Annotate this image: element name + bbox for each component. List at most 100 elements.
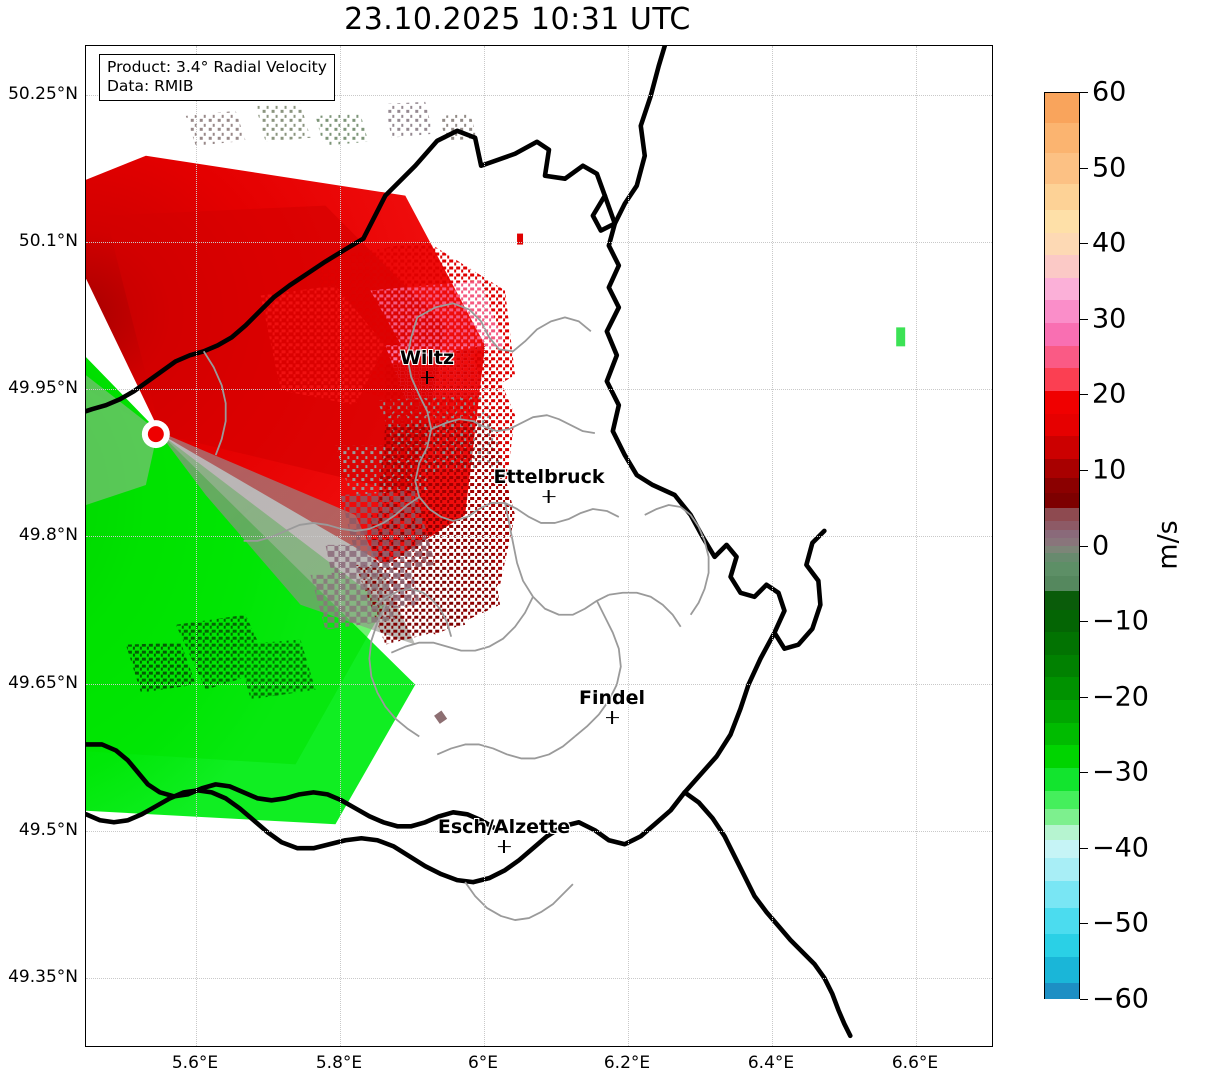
colorbar-swatch xyxy=(1045,722,1079,747)
colorbar-swatch xyxy=(1045,839,1079,860)
colorbar-tick-mark xyxy=(1080,167,1088,169)
colorbar-tick-label: −30 xyxy=(1092,756,1149,788)
product-line: Product: 3.4° Radial Velocity xyxy=(107,58,327,76)
colorbar-tick-label: 60 xyxy=(1092,76,1127,108)
colorbar-tick-mark xyxy=(1080,469,1088,471)
colorbar-tick-mark xyxy=(1080,772,1088,774)
colorbar-tick-label: −10 xyxy=(1092,605,1149,637)
colorbar-tick-mark xyxy=(1080,545,1088,547)
colorbar-swatch xyxy=(1045,413,1079,438)
y-tick-label: 50.1°N xyxy=(18,231,78,251)
colorbar-tick-label: −40 xyxy=(1092,832,1149,864)
colorbar-swatch xyxy=(1045,123,1079,155)
city-label-wiltz: Wiltz xyxy=(400,347,454,384)
colorbar-swatch xyxy=(1045,368,1079,392)
colorbar-swatch xyxy=(1045,390,1079,415)
colorbar-swatch xyxy=(1045,745,1079,770)
colorbar-swatch xyxy=(1045,436,1079,460)
colorbar-swatch xyxy=(1045,492,1079,509)
colorbar-tick-mark xyxy=(1080,621,1088,623)
colorbar-tick-mark xyxy=(1080,696,1088,698)
colorbar-gradient xyxy=(1044,92,1080,1000)
y-tick-label: 49.5°N xyxy=(18,820,78,840)
x-tick-label: 5.6°E xyxy=(171,1053,219,1073)
city-marker-icon xyxy=(421,371,434,384)
colorbar-swatch xyxy=(1045,700,1079,724)
colorbar-swatch xyxy=(1045,553,1079,564)
city-name: Ettelbruck xyxy=(493,466,605,488)
colorbar-swatch xyxy=(1045,933,1079,958)
y-tick-label: 49.95°N xyxy=(8,378,78,398)
radar-velocity-layer xyxy=(86,101,906,825)
colorbar-swatch xyxy=(1045,907,1079,935)
colorbar-swatch xyxy=(1045,183,1079,211)
colorbar-tick-label: 40 xyxy=(1092,227,1127,259)
city-name: Findel xyxy=(578,687,646,709)
x-tick-label: 6.6°E xyxy=(891,1053,939,1073)
colorbar-swatch xyxy=(1045,790,1079,811)
colorbar-tick-mark xyxy=(1080,923,1088,925)
colorbar-swatch xyxy=(1045,956,1079,984)
page-title: 23.10.2025 10:31 UTC xyxy=(344,2,691,37)
colorbar-swatch xyxy=(1045,590,1079,611)
colorbar xyxy=(1044,92,1080,1000)
colorbar-tick-mark xyxy=(1080,318,1088,320)
colorbar-swatch xyxy=(1045,562,1079,577)
colorbar-swatch xyxy=(1045,575,1079,592)
colorbar-units-label: m/s xyxy=(1152,520,1184,570)
city-marker-icon xyxy=(497,840,510,853)
colorbar-swatch xyxy=(1045,323,1079,347)
colorbar-swatch xyxy=(1045,520,1079,532)
colorbar-swatch xyxy=(1045,609,1079,634)
y-tick-label: 50.25°N xyxy=(8,84,78,104)
colorbar-swatch xyxy=(1045,881,1079,909)
colorbar-swatch xyxy=(1045,677,1079,702)
colorbar-tick-label: −20 xyxy=(1092,681,1149,713)
colorbar-swatch xyxy=(1045,537,1079,547)
colorbar-swatch xyxy=(1045,458,1079,479)
colorbar-swatch xyxy=(1045,530,1079,540)
colorbar-tick-mark xyxy=(1080,394,1088,396)
product-info-box: Product: 3.4° Radial Velocity Data: RMIB xyxy=(99,54,335,101)
colorbar-tick-mark xyxy=(1080,92,1088,93)
colorbar-swatch xyxy=(1045,767,1079,792)
colorbar-tick-label: 0 xyxy=(1092,530,1110,561)
y-tick-label: 49.8°N xyxy=(18,525,78,545)
x-tick-label: 5.8°E xyxy=(315,1053,363,1073)
colorbar-swatch xyxy=(1045,255,1079,279)
city-label-esch-alzette: Esch/Alzette xyxy=(438,816,570,853)
colorbar-swatch xyxy=(1045,632,1079,656)
city-label-findel: Findel xyxy=(579,687,645,724)
colorbar-tick-mark xyxy=(1080,847,1088,849)
colorbar-swatch xyxy=(1045,93,1079,125)
city-marker-icon xyxy=(606,711,619,724)
colorbar-swatch xyxy=(1045,982,1079,1000)
colorbar-swatch xyxy=(1045,809,1079,826)
colorbar-swatch xyxy=(1045,209,1079,234)
colorbar-swatch xyxy=(1045,153,1079,185)
city-label-ettelbruck: Ettelbruck xyxy=(494,466,605,503)
city-name: Wiltz xyxy=(399,347,455,369)
colorbar-tick-label: −50 xyxy=(1092,907,1149,939)
colorbar-tick-label: −60 xyxy=(1092,983,1149,1015)
colorbar-tick-label: 30 xyxy=(1092,303,1127,335)
colorbar-swatch xyxy=(1045,545,1079,555)
colorbar-tick-mark xyxy=(1080,999,1088,1000)
colorbar-tick-label: 50 xyxy=(1092,152,1127,184)
colorbar-swatch xyxy=(1045,507,1079,523)
colorbar-swatch xyxy=(1045,277,1079,302)
colorbar-tick-mark xyxy=(1080,243,1088,245)
colorbar-swatch xyxy=(1045,300,1079,325)
data-source-line: Data: RMIB xyxy=(107,76,194,95)
x-tick-label: 6.4°E xyxy=(747,1053,795,1073)
colorbar-tick-label: 10 xyxy=(1092,454,1127,486)
colorbar-swatch xyxy=(1045,232,1079,257)
city-name: Esch/Alzette xyxy=(437,816,571,838)
colorbar-swatch xyxy=(1045,654,1079,679)
colorbar-swatch xyxy=(1045,858,1079,883)
colorbar-swatch xyxy=(1045,345,1079,370)
y-tick-label: 49.35°N xyxy=(8,967,78,987)
y-tick-label: 49.65°N xyxy=(8,673,78,693)
city-marker-icon xyxy=(542,490,555,503)
x-tick-label: 6°E xyxy=(467,1053,499,1073)
